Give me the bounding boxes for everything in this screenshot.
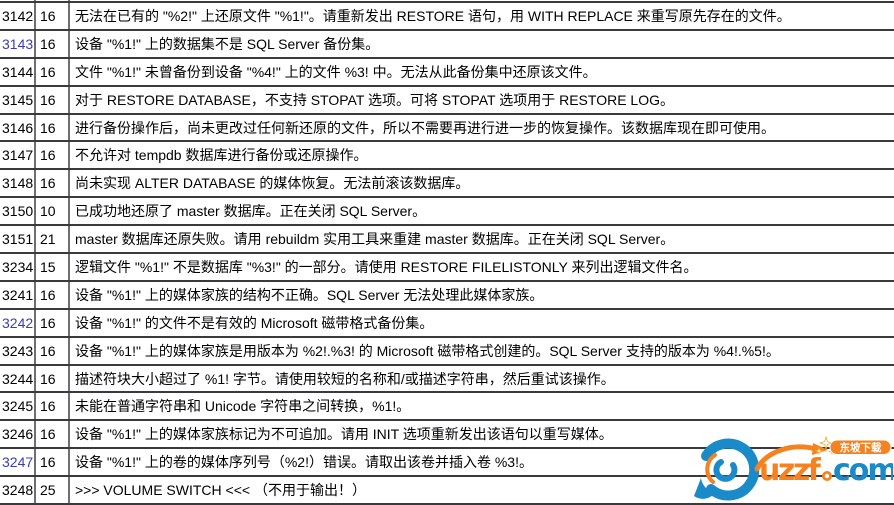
message-cell: 设备 "%1!" 上的媒体家族是用版本为 %2!.%3! 的 Microsoft…: [68, 335, 894, 366]
message-cell: 设备 "%1!" 上的数据集不是 SQL Server 备份集。: [68, 28, 894, 59]
error-number-cell: 3146: [0, 112, 36, 143]
message-cell: 逻辑文件 "%1!" 不是数据库 "%3!" 的一部分。请使用 RESTORE …: [68, 252, 894, 282]
message-cell: 设备 "%1!" 上的卷的媒体序列号（%2!）错误。请取出该卷并插入卷 %3!。: [68, 447, 894, 478]
severity-cell: 10: [34, 196, 70, 227]
message-cell: 设备 "%1!" 上的媒体家族的结构不正确。SQL Server 无法处理此媒体…: [68, 279, 894, 310]
error-number-cell: 3248: [0, 475, 36, 505]
severity-cell: 16: [34, 419, 70, 450]
severity-cell: 16: [34, 140, 70, 171]
severity-cell: 16: [34, 335, 70, 366]
severity-cell: 16: [34, 1, 70, 31]
message-cell: 进行备份操作后，尚未更改过任何新还原的文件，所以不需要再进行进一步的恢复操作。该…: [68, 112, 894, 143]
severity-cell: 16: [34, 84, 70, 115]
severity-cell: 16: [34, 112, 70, 143]
severity-cell: 16: [34, 28, 70, 59]
error-number-cell: 3150: [0, 196, 36, 227]
severity-cell: 21: [34, 224, 70, 255]
table-row: 3234 15 逻辑文件 "%1!" 不是数据库 "%3!" 的一部分。请使用 RE…: [0, 252, 894, 282]
message-cell: 已成功地还原了 master 数据库。正在关闭 SQL Server。: [68, 196, 894, 227]
error-number-cell: 3145: [0, 84, 36, 115]
severity-cell: 16: [34, 279, 70, 310]
severity-cell: 16: [34, 56, 70, 87]
severity-cell: 16: [34, 447, 70, 478]
severity-cell: 16: [34, 363, 70, 394]
table-row: 3243 16 设备 "%1!" 上的媒体家族是用版本为 %2!.%3! 的 Mic…: [0, 335, 894, 366]
table-row: 3247 16 设备 "%1!" 上的卷的媒体序列号（%2!）错误。请取出该卷并插入…: [0, 447, 894, 478]
table-row: 3144 16 文件 "%1!" 未曾备份到设备 "%4!" 上的文件 %3! 中。…: [0, 56, 894, 87]
message-cell: 无法在已有的 "%2!" 上还原文件 "%1!"。请重新发出 RESTORE 语…: [68, 1, 894, 31]
error-number-cell: 3243: [0, 335, 36, 366]
message-cell: 尚未实现 ALTER DATABASE 的媒体恢复。无法前滚该数据库。: [68, 168, 894, 199]
table-row: 3242 16 设备 "%1!" 的文件不是有效的 Microsoft 磁带格式备份…: [0, 307, 894, 338]
table-row: 3147 16 不允许对 tempdb 数据库进行备份或还原操作。: [0, 140, 894, 171]
message-cell: 不允许对 tempdb 数据库进行备份或还原操作。: [68, 140, 894, 171]
error-number-cell: 3245: [0, 391, 36, 422]
table-row: 3151 21 master 数据库还原失败。请用 rebuildm 实用工具来重建…: [0, 224, 894, 255]
severity-cell: 16: [34, 307, 70, 338]
table-row: 3145 16 对于 RESTORE DATABASE，不支持 STOPAT 选项。…: [0, 84, 894, 115]
table-row: 3146 16 进行备份操作后，尚未更改过任何新还原的文件，所以不需要再进行进一步的…: [0, 112, 894, 143]
table-row: 3241 16 设备 "%1!" 上的媒体家族的结构不正确。SQL Server 无…: [0, 279, 894, 310]
message-cell: 设备 "%1!" 的文件不是有效的 Microsoft 磁带格式备份集。: [68, 307, 894, 338]
error-number-cell: 3241: [0, 279, 36, 310]
table-row: 3246 16 设备 "%1!" 上的媒体家族标记为不可追加。请用 INIT 选项重…: [0, 419, 894, 450]
severity-cell: 15: [34, 252, 70, 282]
error-number-cell: 3142: [0, 1, 36, 31]
severity-cell: 16: [34, 391, 70, 422]
message-cell: 设备 "%1!" 上的媒体家族标记为不可追加。请用 INIT 选项重新发出该语句…: [68, 419, 894, 450]
error-number-cell: 3151: [0, 224, 36, 255]
error-number-cell: 3147: [0, 140, 36, 171]
message-cell: 文件 "%1!" 未曾备份到设备 "%4!" 上的文件 %3! 中。无法从此备份…: [68, 56, 894, 87]
message-cell: 描述符块大小超过了 %1! 字节。请使用较短的名称和/或描述字符串，然后重试该操…: [68, 363, 894, 394]
error-number-cell: 3148: [0, 168, 36, 199]
error-number-link[interactable]: 3247: [0, 447, 36, 478]
table-row: 3148 16 尚未实现 ALTER DATABASE 的媒体恢复。无法前滚该数据库…: [0, 168, 894, 199]
severity-cell: 16: [34, 168, 70, 199]
error-number-cell: 3144: [0, 56, 36, 87]
message-cell: >>> VOLUME SWITCH <<< （不用于输出！）: [68, 475, 894, 505]
table-row: 3142 16 无法在已有的 "%2!" 上还原文件 "%1!"。请重新发出 RES…: [0, 1, 894, 31]
table-row: 3143 16 设备 "%1!" 上的数据集不是 SQL Server 备份集。: [0, 28, 894, 59]
error-number-cell: 3244: [0, 363, 36, 394]
table-row: 3245 16 未能在普通字符串和 Unicode 字符串之间转换，%1!。: [0, 391, 894, 422]
table-row: 3244 16 描述符块大小超过了 %1! 字节。请使用较短的名称和/或描述字符串，…: [0, 363, 894, 394]
table-row: 3248 25 >>> VOLUME SWITCH <<< （不用于输出！）: [0, 475, 894, 505]
error-number-link[interactable]: 3143: [0, 28, 36, 59]
severity-cell: 25: [34, 475, 70, 505]
message-cell: master 数据库还原失败。请用 rebuildm 实用工具来重建 maste…: [68, 224, 894, 255]
message-cell: 未能在普通字符串和 Unicode 字符串之间转换，%1!。: [68, 391, 894, 422]
error-number-cell: 3246: [0, 419, 36, 450]
error-number-link[interactable]: 3242: [0, 307, 36, 338]
message-cell: 对于 RESTORE DATABASE，不支持 STOPAT 选项。可将 STO…: [68, 84, 894, 115]
table-row: 3150 10 已成功地还原了 master 数据库。正在关闭 SQL Server…: [0, 196, 894, 227]
error-number-cell: 3234: [0, 252, 36, 282]
